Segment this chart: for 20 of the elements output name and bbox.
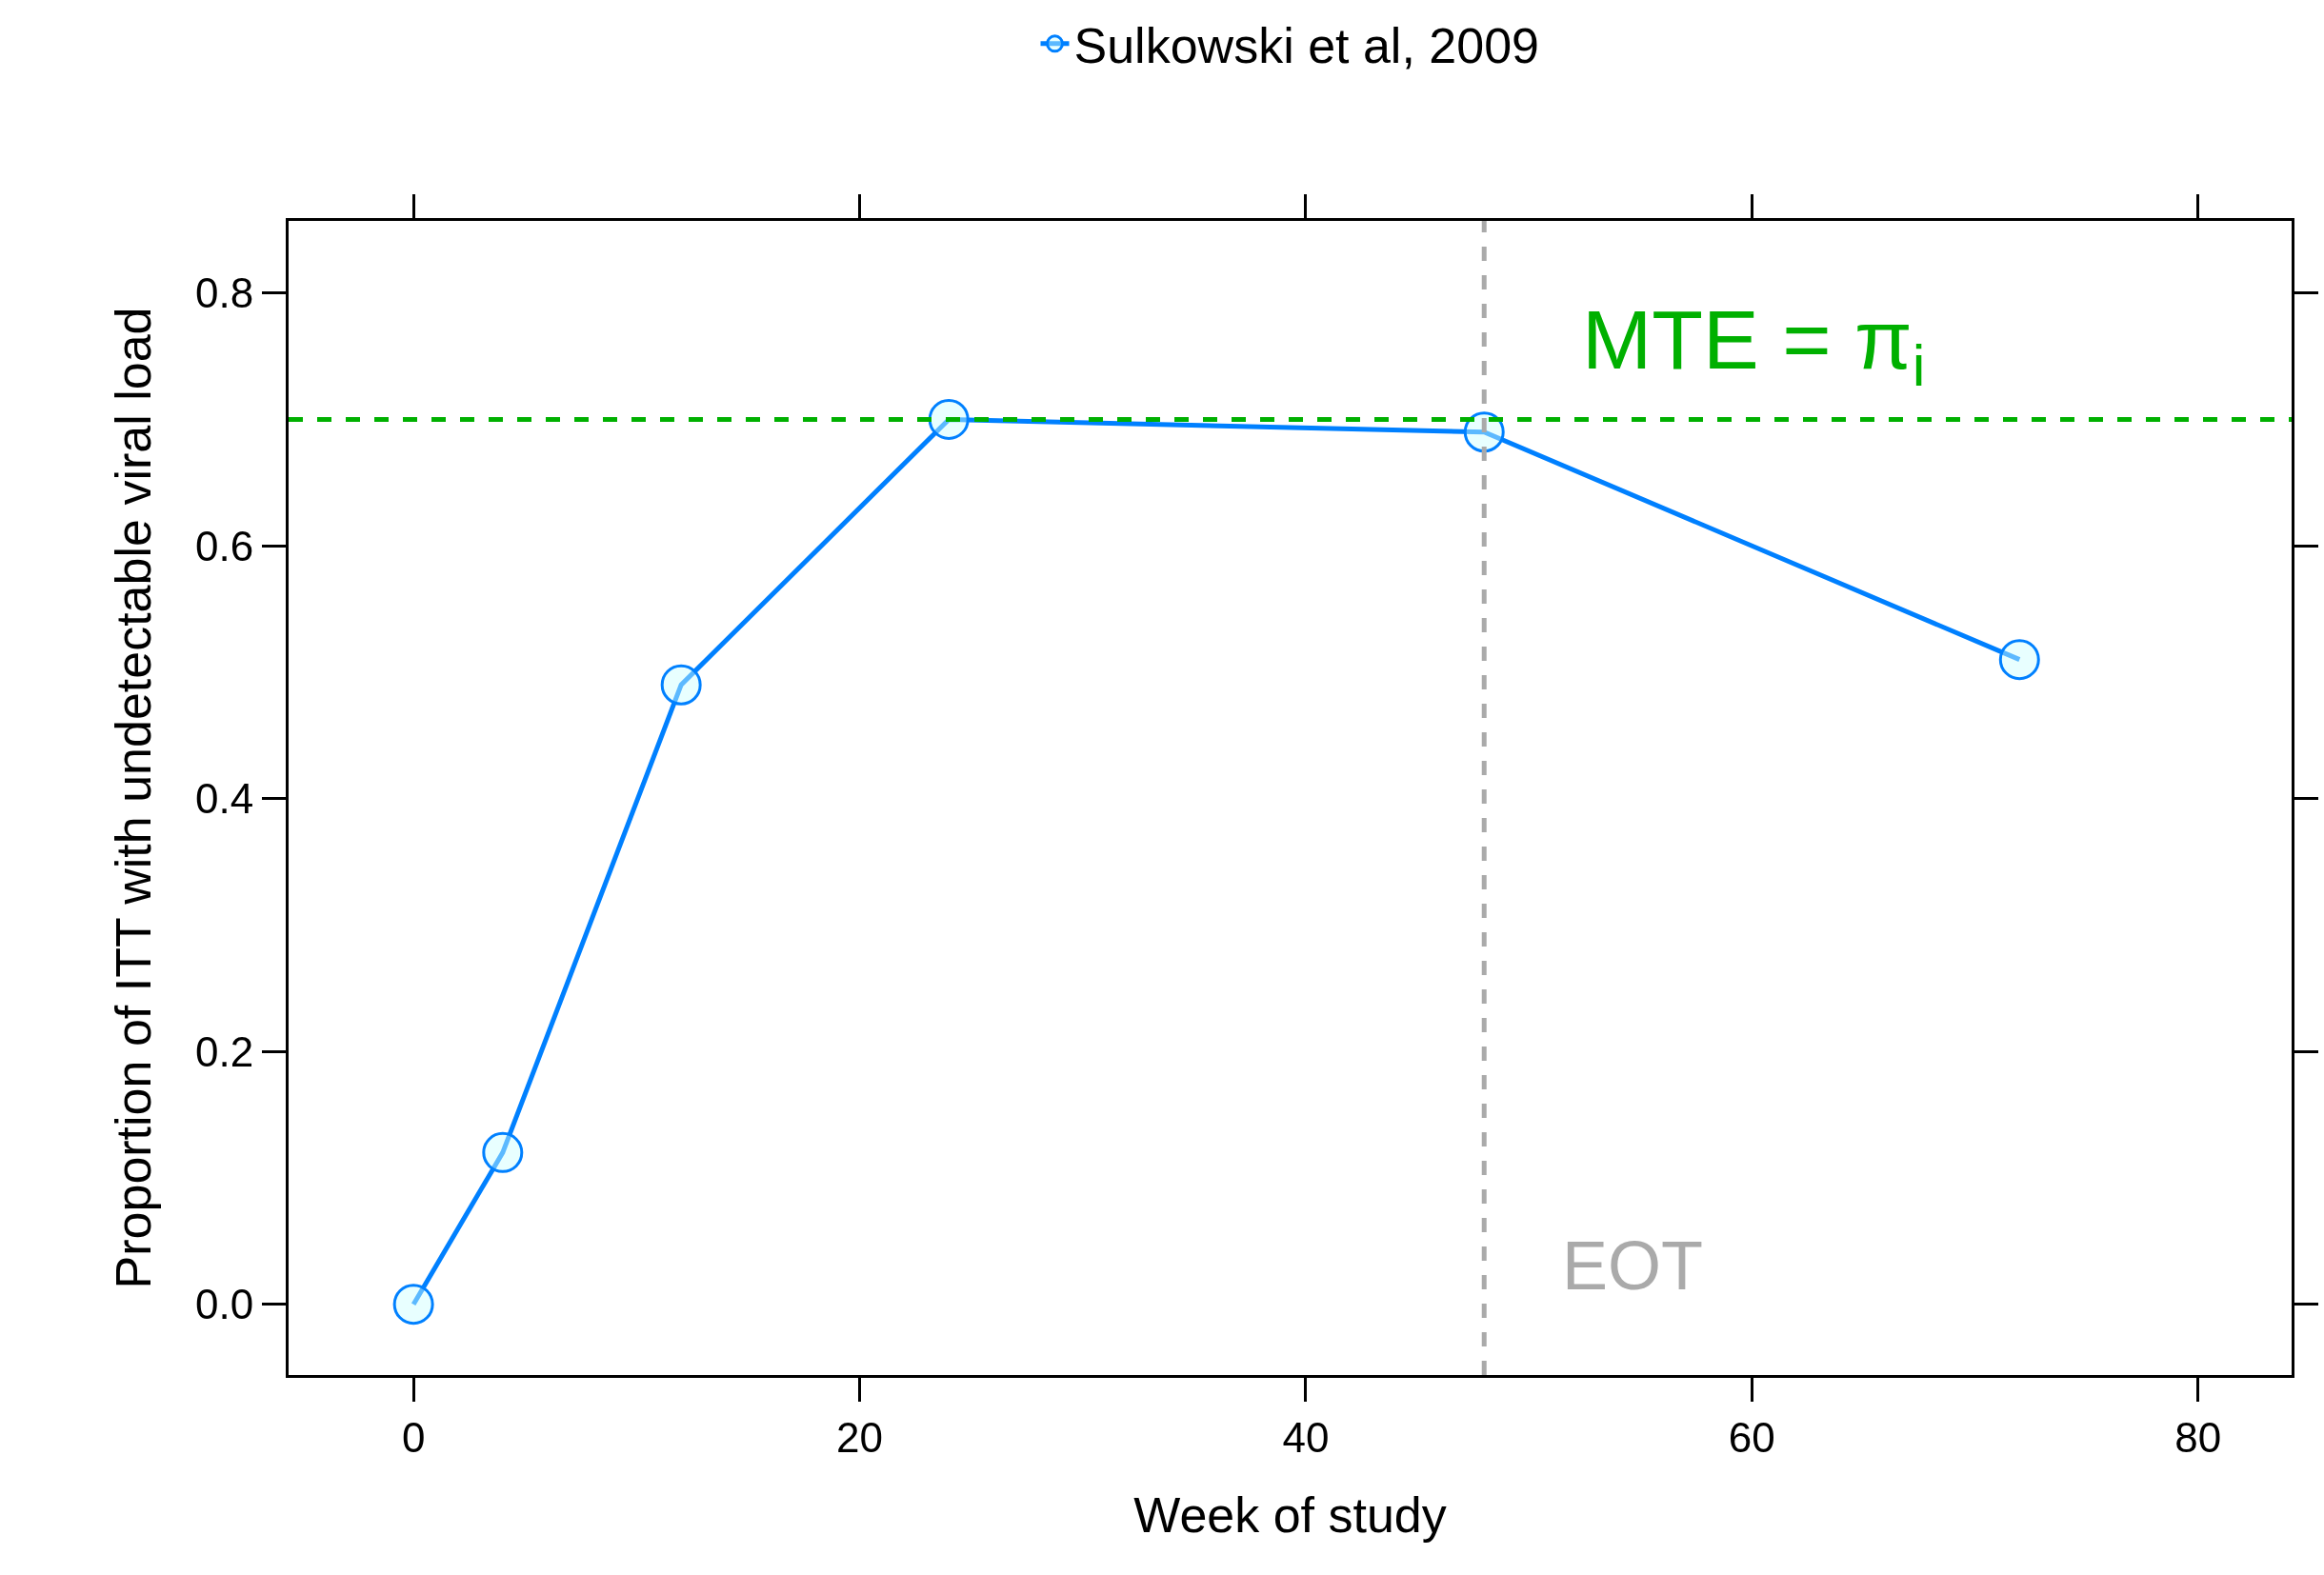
x-tick-label: 20	[836, 1413, 883, 1461]
point	[660, 664, 702, 706]
y-tick-label: 0.2	[195, 1027, 254, 1075]
x-tick-label: 80	[2174, 1413, 2222, 1461]
ref-line-label: EOT	[1562, 1227, 1704, 1304]
ref-line-label: MTE = π$_{i}$	[1582, 292, 1926, 399]
x-tick-label: 0	[401, 1413, 426, 1461]
y-tick-label: 0.4	[195, 775, 254, 823]
x-axis-title: Week of study	[1133, 1486, 1447, 1543]
point	[928, 398, 970, 440]
x-tick-label: 40	[1282, 1413, 1330, 1461]
point	[392, 1284, 434, 1326]
point	[1998, 639, 2040, 681]
y-tick-label: 0.0	[195, 1281, 254, 1328]
x-tick-label: 60	[1728, 1413, 1775, 1461]
point	[482, 1131, 524, 1173]
y-tick-label: 0.6	[195, 522, 254, 569]
legend-label: Sulkowski et al, 2009	[1073, 18, 1539, 74]
y-tick-label: 0.8	[195, 269, 254, 317]
y-axis-title: Proportion of ITT with undetectable viral load	[106, 307, 162, 1289]
